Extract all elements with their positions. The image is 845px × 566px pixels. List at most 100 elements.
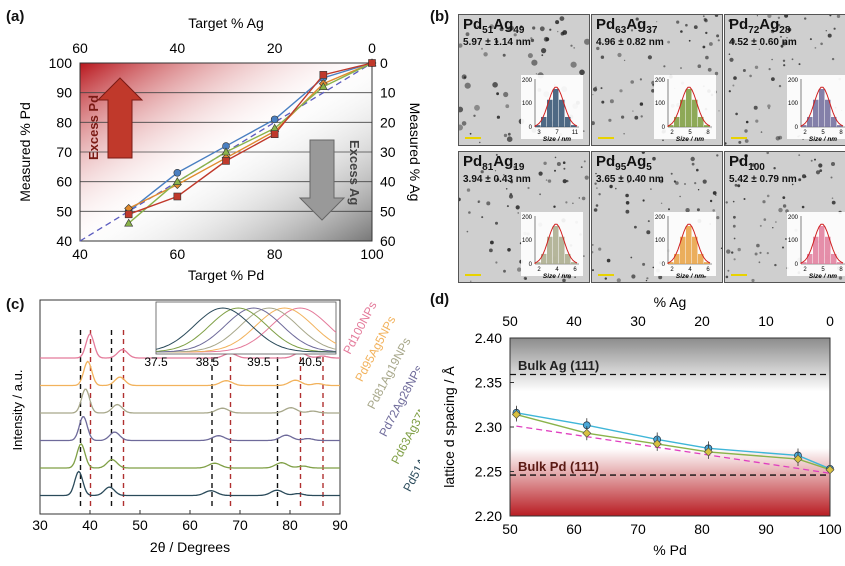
inset-tick-label: 38.5 [196, 355, 220, 369]
scale-bar [598, 137, 614, 139]
hist-ytick: 200 [788, 78, 799, 84]
x-tick-label: 80 [282, 517, 298, 533]
tem-caption: Pd72Ag28 [729, 16, 791, 37]
tem-size: 4.52 ± 0.60 nm [729, 37, 797, 48]
series-line [128, 62, 373, 224]
inset-tick-label: 40.5 [299, 355, 323, 369]
scale-bar [731, 274, 747, 276]
hist-ytick: 0 [529, 125, 533, 131]
panel-c-ylabel: Intensity / a.u. [10, 370, 25, 451]
panel-c: (c) Pd100NPs Pd95Ag5NPs Pd81Ag19NPs Pd72Ag2… [0, 290, 450, 561]
hist-bar [541, 253, 547, 264]
hist-bar [668, 125, 674, 127]
panel-d-top-title: % Ag [654, 294, 687, 310]
y2-tick-label: 60 [380, 233, 396, 249]
hist-bar [565, 253, 571, 264]
x-tick-label: 40 [72, 246, 88, 262]
tem-image: 0 100 200 2 5 8 Size / nm Pd63Ag37 4.96 … [591, 14, 723, 146]
panel-a-ylabel-left: Measured % Pd [17, 102, 33, 202]
data-point [368, 59, 376, 67]
x-tick-label: 100 [360, 246, 384, 262]
series-line [516, 412, 831, 470]
tem-caption: Pd51Ag49 [463, 16, 525, 37]
panel-d: (d) 2.20 2.25 2.30 2.35 2.40 50 60 70 80 90 100 50 4… [420, 285, 845, 561]
hist-xtick: 2 [670, 267, 674, 273]
y2-tick-label: 50 [380, 203, 396, 219]
x2-tick-label: 10 [758, 313, 774, 329]
y-tick-label: 2.35 [475, 375, 502, 391]
hist-xtick: 8 [839, 267, 843, 273]
tem-size: 3.65 ± 0.40 nm [596, 174, 664, 185]
scale-bar [465, 137, 481, 139]
x-tick-label: 90 [758, 521, 774, 537]
tem-image: 0 100 200 2 4 6 Size / nm Pd81Ag19 3.94 … [458, 151, 590, 283]
panel-b-label: (b) [430, 8, 450, 25]
excess-ag-label: Excess Ag [347, 140, 362, 205]
y2-tick-label: 30 [380, 144, 396, 160]
hist-xtick: 2 [803, 130, 807, 136]
hist-bar [813, 236, 819, 264]
hist-bar [831, 116, 837, 127]
hist-bar [674, 116, 680, 127]
hist-bar [825, 99, 831, 127]
y-tick-label: 2.30 [475, 419, 502, 435]
data-point [270, 115, 279, 124]
hist-bar [692, 236, 698, 264]
data-point [793, 454, 803, 464]
data-point [582, 428, 592, 438]
hist-bar [825, 236, 831, 264]
y-tick-label: 60 [56, 174, 72, 190]
hist-ytick: 200 [655, 215, 666, 221]
tem-caption: Pd63Ag37 [596, 16, 658, 37]
vegard-line [516, 425, 831, 474]
panel-a-chart: Excess Pd Excess Ag 40506070809010060504… [17, 15, 423, 283]
hist-bar [553, 226, 559, 264]
hist-xtick: 8 [706, 130, 710, 136]
data-point [825, 465, 835, 475]
x2-tick-label: 30 [630, 313, 646, 329]
hist-bar [807, 116, 813, 127]
hist-bar [680, 99, 686, 127]
hist-bar [819, 226, 825, 264]
hist-bar [559, 99, 565, 127]
hist-bar [535, 262, 541, 264]
y2-tick-label: 10 [380, 85, 396, 101]
hist-ytick: 200 [522, 215, 533, 221]
tem-caption: Pd95Ag5 [596, 153, 652, 174]
hist-xtick: 5 [821, 267, 825, 273]
panel-d-xlabel: % Pd [653, 542, 686, 558]
x-tick-label: 70 [630, 521, 646, 537]
y-tick-label: 90 [56, 85, 72, 101]
hist-bar [704, 262, 710, 264]
inset-tick-label: 37.5 [144, 355, 168, 369]
hist-xtick: 6 [706, 267, 710, 273]
hist-axis-title: Size / nm [676, 136, 704, 143]
hist-ytick: 100 [655, 238, 666, 244]
xrd-trace [40, 443, 340, 469]
series-line [128, 62, 373, 215]
xrd-trace [40, 388, 340, 414]
data-point [319, 71, 328, 79]
x-tick-label: 30 [32, 517, 48, 533]
x-tick-label: 60 [566, 521, 582, 537]
hist-bar [571, 125, 577, 127]
hist-xtick: 2 [537, 267, 541, 273]
y2-tick-label: 20 [380, 114, 396, 130]
tem-texture: 0 100 200 2 4 6 Size / nm [592, 152, 722, 282]
hist-axis-title: Size / nm [809, 273, 837, 280]
hist-bar [553, 89, 559, 127]
x2-tick-label: 40 [170, 40, 186, 56]
hist-axis-title: Size / nm [809, 136, 837, 143]
fit-curve [667, 86, 711, 127]
x2-tick-label: 40 [566, 313, 582, 329]
tem-image: 0 100 200 2 5 8 Size / nm Pd72Ag28 4.52 … [724, 14, 845, 146]
panel-b: (b) 0 100 200 3 7 11 Size / nm Pd51Ag49 … [420, 0, 845, 290]
panel-a-xlabel: Target % Pd [188, 267, 264, 283]
tem-image: 0 100 200 2 4 6 Size / nm Pd95Ag5 3.65 ±… [591, 151, 723, 283]
data-point [652, 439, 662, 449]
data-point [173, 168, 182, 177]
hist-bar [801, 262, 807, 264]
tem-texture: 0 100 200 2 4 6 Size / nm [459, 153, 589, 282]
hist-ytick: 0 [662, 262, 666, 268]
panel-a: (a) Excess Pd Excess Ag 40 50 60 70 80 90 100 6… [0, 0, 423, 285]
